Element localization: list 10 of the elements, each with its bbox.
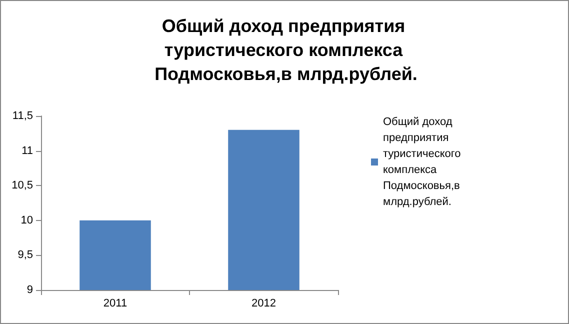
chart-title: Общий доход предприятия туристического комплекса Подмосковья,в млрд.рублей. bbox=[154, 16, 418, 84]
y-tick-label: 10,5 bbox=[12, 180, 33, 192]
legend-label: Общий доход предприятия туристического комплекса Подмосковья,в млрд.рублей. bbox=[383, 116, 466, 208]
y-tick-label: 9,5 bbox=[18, 249, 33, 262]
y-tick-label: 10 bbox=[20, 214, 33, 226]
y-tick-label: 11,5 bbox=[12, 110, 33, 122]
x-tick-label: 2012 bbox=[252, 298, 276, 310]
y-tick-label: 11 bbox=[22, 144, 33, 157]
x-tick-label: 2011 bbox=[103, 298, 128, 310]
y-tick-label: 9 bbox=[26, 284, 33, 296]
